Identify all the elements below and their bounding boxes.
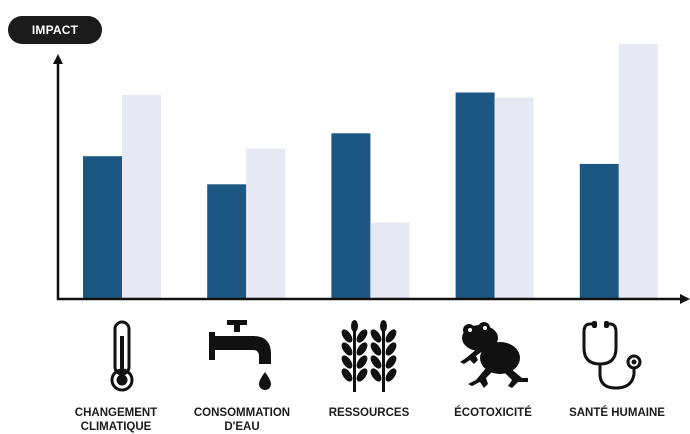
y-axis-arrow — [53, 54, 63, 64]
thermometer-icon — [110, 320, 134, 392]
bar-series-1-5 — [579, 163, 619, 299]
category-label-ecotoxicite: ÉCOTOXICITÉ — [454, 407, 532, 419]
category-label-consommation-eau: CONSOMMATION D'EAU — [193, 407, 291, 433]
stethoscope-icon — [582, 321, 642, 390]
wheat-icon — [341, 320, 397, 392]
axes — [53, 54, 690, 304]
bar-series-1-2 — [207, 184, 247, 299]
bar-series-2-2 — [246, 148, 286, 299]
frog-icon — [460, 322, 528, 388]
x-axis-arrow — [680, 294, 690, 304]
category-label-sante-humaine: SANTÉ HUMAINE — [569, 407, 665, 419]
bar-series-1-3 — [331, 133, 371, 300]
bar-series-2-3 — [370, 222, 410, 299]
bar-series-2-4 — [494, 97, 534, 299]
y-axis-badge: IMPACT — [8, 16, 102, 44]
bars-layer — [83, 44, 658, 300]
bar-series-1-1 — [83, 156, 122, 299]
bar-series-2-1 — [122, 95, 161, 299]
faucet-icon — [209, 320, 271, 390]
bar-series-1-4 — [455, 92, 495, 299]
bar-series-2-5 — [618, 44, 658, 299]
category-label-changement-climatique: CHANGEMENT CLIMATIQUE — [74, 407, 158, 433]
category-label-ressources: RESSOURCES — [328, 407, 410, 419]
